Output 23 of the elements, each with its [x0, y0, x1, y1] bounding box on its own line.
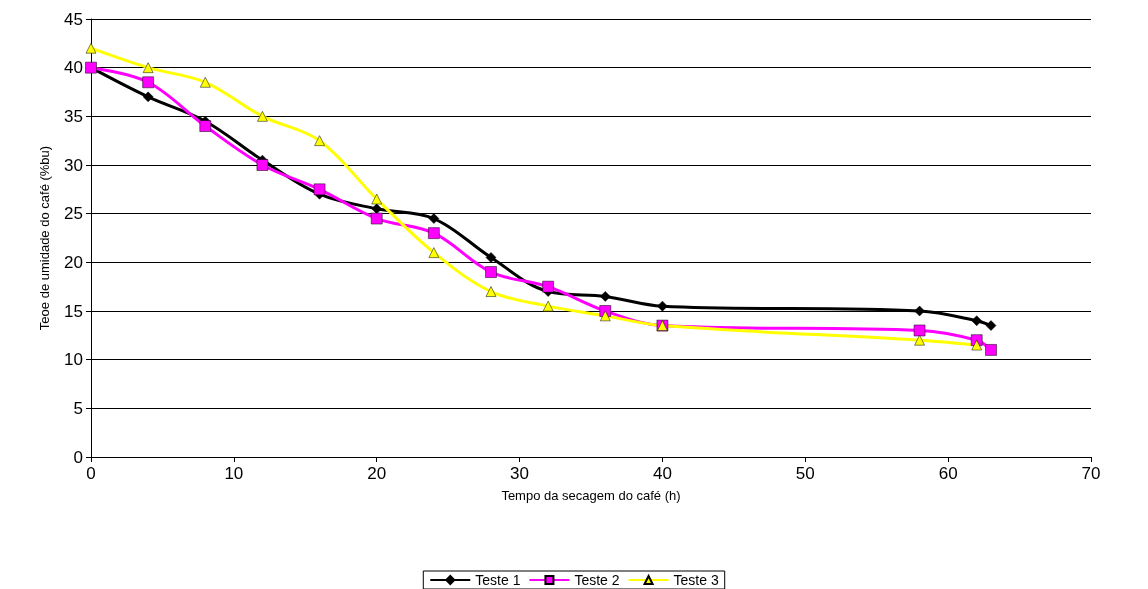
y-tick-label: 10	[64, 350, 83, 370]
y-tick-label: 40	[64, 58, 83, 78]
y-tick-label: 35	[64, 106, 83, 126]
y-tick-label: 45	[64, 9, 83, 29]
x-tick-label: 20	[367, 464, 387, 483]
x-tick-label: 40	[652, 464, 672, 483]
y-axis-title: Teoe de umidade do café (%bu)	[37, 145, 52, 331]
legend-label: Teste 1	[475, 572, 521, 588]
x-tick-label: 0	[86, 464, 96, 483]
x-axis-title: Tempo da secagem do café (h)	[501, 488, 681, 503]
x-tick-label: 60	[938, 464, 958, 483]
x-tick-label: 50	[795, 464, 815, 483]
legend-label: Teste 3	[673, 572, 719, 588]
legend-label: Teste 2	[574, 572, 620, 588]
y-tick-label: 15	[64, 301, 83, 321]
x-tick-label: 30	[510, 464, 530, 483]
x-tick-label: 70	[1081, 464, 1101, 483]
y-tick-label: 5	[73, 398, 83, 418]
y-tick-label: 0	[73, 447, 83, 467]
y-tick-label: 25	[64, 204, 83, 224]
y-tick-label: 30	[64, 155, 83, 175]
y-tick-label: 20	[64, 252, 83, 272]
x-tick-label: 10	[224, 464, 244, 483]
